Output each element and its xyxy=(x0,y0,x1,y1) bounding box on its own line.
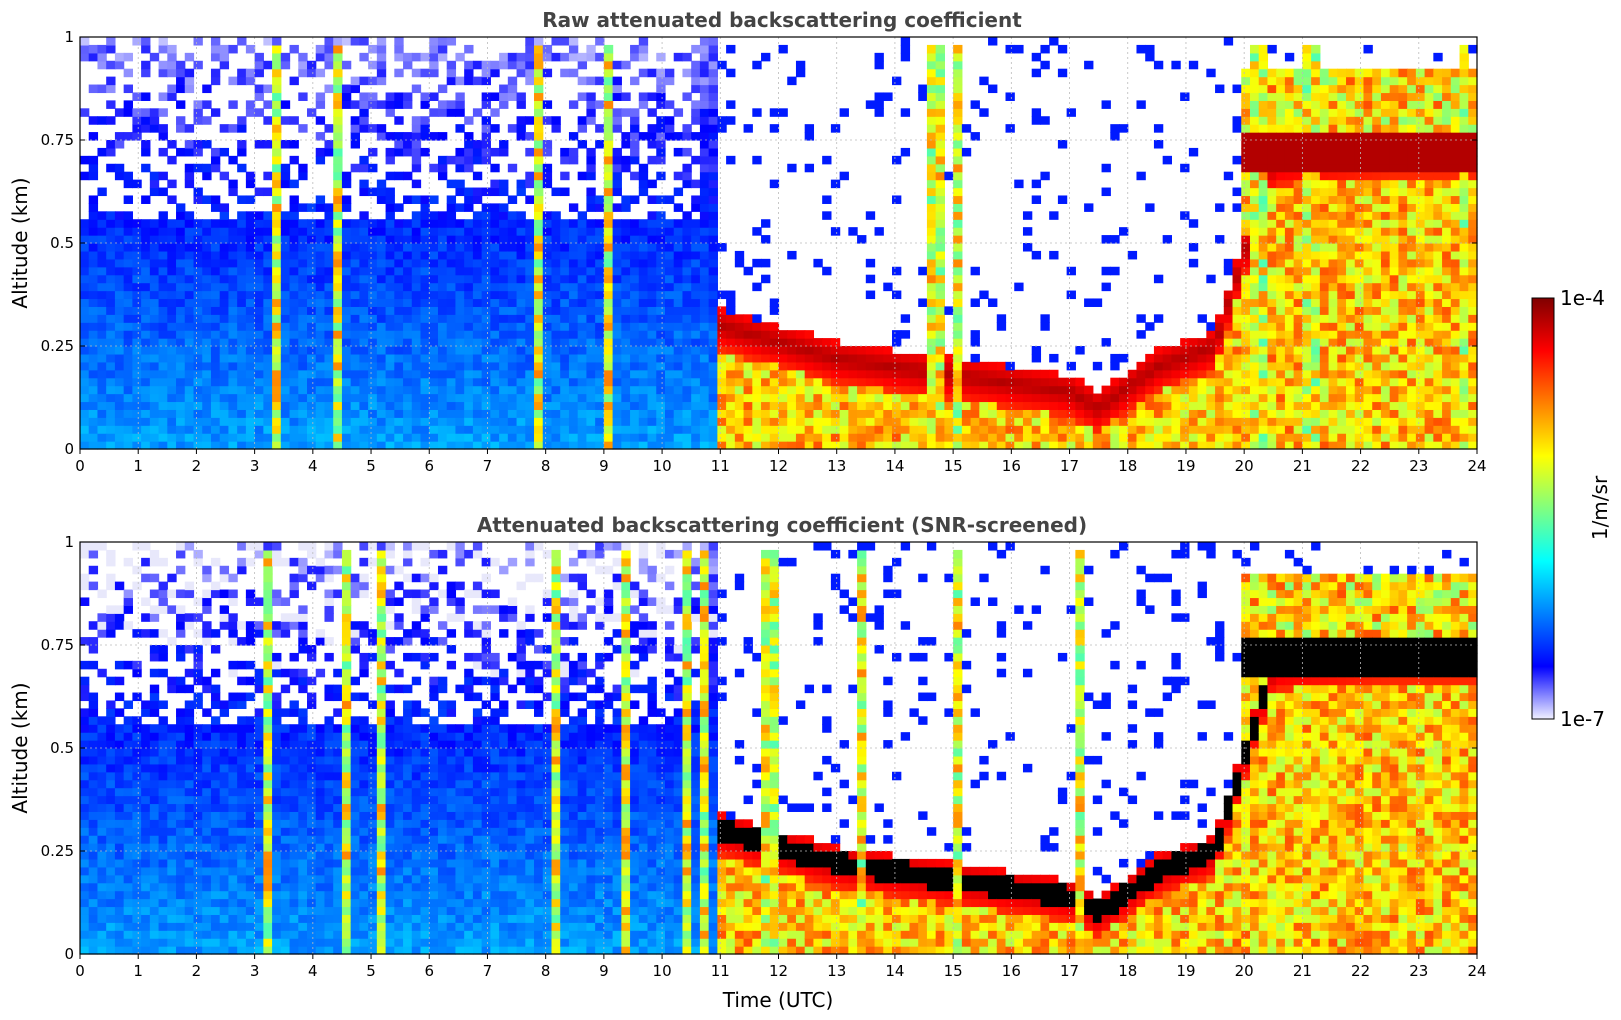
panel2-ylabel: Altitude (km) xyxy=(8,682,32,813)
p2-x-tick-label: 1 xyxy=(133,962,143,980)
p2-x-tick-label: 18 xyxy=(1118,962,1137,980)
panel2-plot: 0 1 2 3 4 5 6 7 8 9 10 11 12 13 14 15 16 17 18 19 20 21 22 23 24… xyxy=(41,533,1487,980)
p1-x-tick-label: 17 xyxy=(1060,457,1079,475)
panel2-x-ticks: 0 1 2 3 4 5 6 7 8 9 10 11 12 13 14 15 16 17 18 19 20 21 22 23 24 xyxy=(75,954,1487,980)
p2-y-tick-label: 0.5 xyxy=(50,739,74,757)
p2-x-tick-label: 7 xyxy=(483,962,493,980)
p1-x-tick-label: 23 xyxy=(1409,457,1428,475)
p1-x-tick-label: 5 xyxy=(366,457,376,475)
p1-y-tick-label: 0 xyxy=(64,440,74,458)
p2-x-tick-label: 2 xyxy=(192,962,202,980)
p2-y-tick-label: 0 xyxy=(64,945,74,963)
p2-x-tick-label: 17 xyxy=(1060,962,1079,980)
p1-x-tick-label: 16 xyxy=(1002,457,1021,475)
p1-x-tick-label: 0 xyxy=(75,457,85,475)
panel1-grid xyxy=(80,37,1477,449)
p1-x-tick-label: 24 xyxy=(1467,457,1486,475)
panel2-grid xyxy=(80,542,1477,954)
p1-x-tick-label: 21 xyxy=(1293,457,1312,475)
panel1-title: Raw attenuated backscattering coefficien… xyxy=(542,8,1022,32)
panel2-y-ticks: 0 0.25 0.5 0.75 1 xyxy=(41,533,1477,963)
p1-x-tick-label: 15 xyxy=(944,457,963,475)
p2-x-tick-label: 0 xyxy=(75,962,85,980)
p1-x-tick-label: 3 xyxy=(250,457,260,475)
p2-x-tick-label: 10 xyxy=(653,962,672,980)
p1-x-tick-label: 11 xyxy=(711,457,730,475)
p2-x-tick-label: 6 xyxy=(424,962,434,980)
panel2-title: Attenuated backscattering coefficient (S… xyxy=(477,513,1087,537)
p2-x-tick-label: 19 xyxy=(1176,962,1195,980)
p1-x-tick-label: 12 xyxy=(769,457,788,475)
p2-x-tick-label: 14 xyxy=(885,962,904,980)
panel1-x-ticks: 0 1 2 3 4 5 6 7 8 9 10 11 12 13 14 15 16 17 18 19 20 21 22 23 24 xyxy=(75,449,1487,475)
p2-x-tick-label: 11 xyxy=(711,962,730,980)
p2-x-tick-label: 9 xyxy=(599,962,609,980)
p2-y-tick-label: 0.25 xyxy=(41,842,74,860)
p2-x-tick-label: 20 xyxy=(1235,962,1254,980)
p1-x-tick-label: 18 xyxy=(1118,457,1137,475)
p1-x-tick-label: 7 xyxy=(483,457,493,475)
p1-x-tick-label: 22 xyxy=(1351,457,1370,475)
p2-x-tick-label: 3 xyxy=(250,962,260,980)
p1-x-tick-label: 10 xyxy=(653,457,672,475)
p1-y-tick-label: 0.25 xyxy=(41,337,74,355)
p2-x-tick-label: 4 xyxy=(308,962,318,980)
colorbar xyxy=(1531,297,1555,720)
p2-y-tick-label: 1 xyxy=(64,533,74,551)
p2-x-tick-label: 24 xyxy=(1467,962,1486,980)
p1-x-tick-label: 13 xyxy=(827,457,846,475)
p2-x-tick-label: 5 xyxy=(366,962,376,980)
p2-x-tick-label: 23 xyxy=(1409,962,1428,980)
p1-x-tick-label: 9 xyxy=(599,457,609,475)
p2-x-tick-label: 21 xyxy=(1293,962,1312,980)
panel2-xlabel: Time (UTC) xyxy=(722,988,834,1012)
p1-x-tick-label: 8 xyxy=(541,457,551,475)
p1-x-tick-label: 14 xyxy=(885,457,904,475)
p1-x-tick-label: 4 xyxy=(308,457,318,475)
p1-y-tick-label: 1 xyxy=(64,28,74,46)
p1-y-tick-label: 0.5 xyxy=(50,234,74,252)
p1-x-tick-label: 2 xyxy=(192,457,202,475)
panel1-heatmap xyxy=(80,37,1478,450)
p2-x-tick-label: 22 xyxy=(1351,962,1370,980)
p2-x-tick-label: 8 xyxy=(541,962,551,980)
p1-x-tick-label: 6 xyxy=(424,457,434,475)
p1-x-tick-label: 19 xyxy=(1176,457,1195,475)
p2-x-tick-label: 15 xyxy=(944,962,963,980)
p2-x-tick-label: 16 xyxy=(1002,962,1021,980)
colorbar-max-label: 1e-4 xyxy=(1560,286,1605,310)
panel1-plot: 0 1 2 3 4 5 6 7 8 9 10 11 12 13 14 15 16 17 18 19 20 21 22 23 24… xyxy=(41,28,1487,475)
p1-x-tick-label: 20 xyxy=(1235,457,1254,475)
p2-x-tick-label: 13 xyxy=(827,962,846,980)
p2-y-tick-label: 0.75 xyxy=(41,636,74,654)
colorbar-label: 1/m/sr xyxy=(1588,475,1612,540)
panel1-ylabel: Altitude (km) xyxy=(8,177,32,308)
p1-x-tick-label: 1 xyxy=(133,457,143,475)
panel1-y-ticks: 0 0.25 0.5 0.75 1 xyxy=(41,28,1477,458)
p2-x-tick-label: 12 xyxy=(769,962,788,980)
p1-y-tick-label: 0.75 xyxy=(41,131,74,149)
colorbar-min-label: 1e-7 xyxy=(1560,707,1605,731)
panel2-heatmap xyxy=(80,542,1478,955)
